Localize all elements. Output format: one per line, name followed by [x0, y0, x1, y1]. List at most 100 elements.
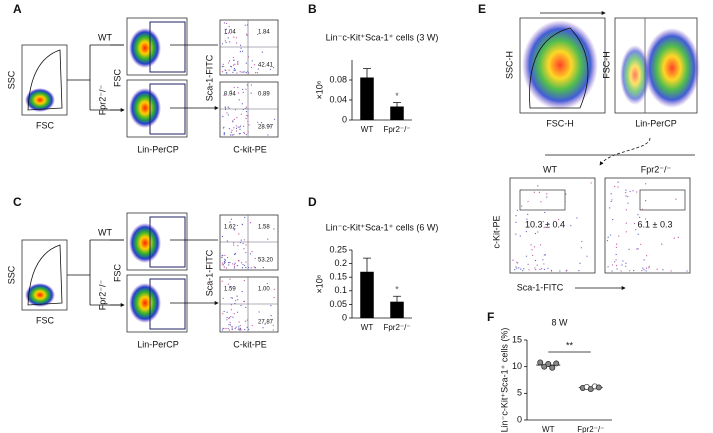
- event-dot: [250, 84, 253, 86]
- event-dot: [525, 230, 527, 233]
- event-dot: [247, 56, 250, 58]
- event-dot: [256, 72, 259, 74]
- y-tick-label: 0: [517, 414, 522, 424]
- event-dot: [230, 131, 232, 133]
- event-dot: [222, 71, 224, 73]
- event-dot: [226, 112, 228, 114]
- quadrant-value: 27.87: [258, 320, 274, 326]
- event-dot: [239, 44, 242, 46]
- event-dot: [564, 200, 566, 203]
- axis-label: Lin-PerCP: [137, 339, 179, 349]
- point: [553, 360, 560, 367]
- event-dot: [534, 232, 537, 235]
- event-dot: [225, 327, 227, 330]
- event-dots: [221, 22, 688, 331]
- event-dot: [246, 84, 248, 86]
- event-dot: [225, 28, 227, 30]
- result: 6.1 ± 0.3: [638, 219, 673, 229]
- event-dot: [225, 69, 227, 72]
- density: [129, 223, 161, 263]
- event-dot: [542, 259, 544, 261]
- event-dot: [237, 126, 239, 128]
- event-dot: [238, 321, 240, 323]
- y-axis-label: ×10⁶: [314, 80, 324, 99]
- event-dot: [526, 218, 528, 220]
- density: [129, 28, 161, 68]
- event-dot: [237, 92, 240, 94]
- event-dot: [224, 259, 226, 261]
- event-dot: [250, 92, 252, 94]
- event-dot: [224, 261, 226, 264]
- event-dot: [233, 253, 236, 255]
- y-tick-label: 0.04: [329, 94, 347, 104]
- event-dot: [642, 267, 644, 269]
- event-dot: [250, 267, 252, 269]
- connector: [67, 44, 124, 111]
- event-dot: [224, 254, 226, 257]
- event-dot: [550, 269, 552, 271]
- event-dot: [607, 236, 609, 238]
- event-dot: [633, 222, 636, 225]
- point: [595, 384, 602, 391]
- event-dot: [222, 297, 224, 299]
- event-dot: [248, 328, 250, 330]
- event-dot: [230, 309, 232, 311]
- event-dot: [272, 324, 274, 326]
- event-dot: [670, 270, 672, 272]
- bar: [390, 106, 404, 120]
- event-dot: [226, 240, 229, 242]
- group-label: WT: [98, 32, 112, 42]
- event-dot: [269, 68, 271, 71]
- event-dot: [527, 213, 529, 215]
- event-dot: [222, 254, 224, 257]
- annotation: *: [395, 285, 399, 295]
- event-dot: [617, 186, 619, 188]
- event-dot: [232, 242, 235, 244]
- panel-label: F: [487, 310, 494, 324]
- event-dot: [628, 248, 630, 250]
- event-dot: [242, 108, 244, 111]
- event-dot: [559, 270, 561, 272]
- event-dot: [228, 25, 230, 27]
- axis-label: FSC: [112, 263, 122, 282]
- axis-label: Sca-1-FITC: [204, 54, 214, 101]
- event-dot: [246, 24, 248, 26]
- event-dot: [579, 262, 581, 264]
- event-dot: [221, 280, 223, 282]
- event-dot: [258, 311, 260, 313]
- group-label: WT: [98, 227, 112, 237]
- event-dot: [637, 233, 639, 235]
- event-dot: [237, 61, 239, 63]
- event-dot: [246, 326, 248, 328]
- event-dot: [244, 264, 246, 267]
- event-dot: [546, 193, 548, 195]
- result: 10.3 ± 0.4: [525, 219, 565, 229]
- density: [25, 283, 55, 307]
- event-dot: [528, 269, 530, 271]
- event-dot: [236, 265, 238, 267]
- gate: [27, 49, 63, 111]
- event-dot: [544, 211, 546, 214]
- event-dot: [635, 229, 637, 231]
- panel-label: E: [478, 2, 486, 16]
- event-dot: [269, 125, 271, 127]
- event-dot: [523, 268, 525, 270]
- arrow: [599, 137, 651, 166]
- event-dot: [563, 224, 565, 226]
- quadrant-value: 1.58: [258, 225, 270, 231]
- event-dot: [233, 59, 235, 62]
- event-dot: [620, 270, 622, 272]
- event-dot: [240, 262, 243, 264]
- y-tick-label: 0.2: [334, 258, 347, 268]
- event-dot: [235, 42, 238, 44]
- event-dot: [606, 240, 609, 242]
- event-dot: [607, 266, 609, 268]
- event-dot: [243, 125, 245, 127]
- event-dot: [228, 128, 231, 130]
- event-dot: [235, 37, 238, 39]
- event-dot: [230, 65, 232, 68]
- density: [644, 28, 700, 108]
- event-dot: [590, 182, 592, 184]
- event-dot: [534, 259, 537, 262]
- event-dot: [222, 264, 225, 266]
